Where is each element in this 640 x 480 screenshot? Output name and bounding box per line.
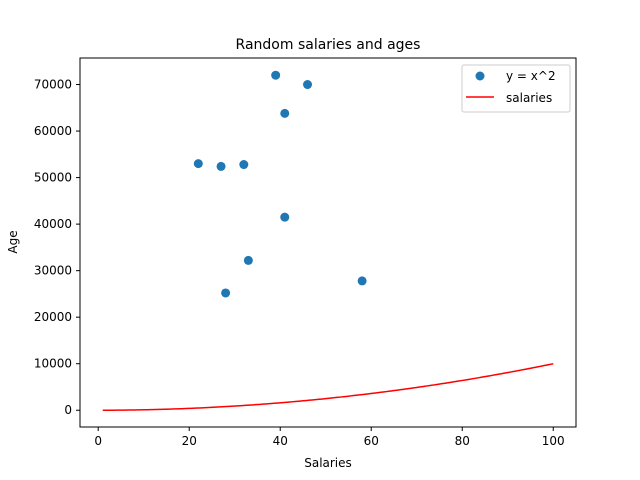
scatter-point: [216, 161, 226, 171]
scatter-point: [193, 159, 203, 169]
x-axis-ticks: 0 20 40 60 80 100: [94, 427, 565, 448]
scatter-point: [280, 108, 290, 118]
scatter-point: [271, 70, 281, 80]
x-tick-label: 60: [364, 434, 379, 448]
series-line-salaries: [102, 362, 554, 411]
x-axis-label: Salaries: [304, 456, 352, 470]
x-tick-label: 20: [182, 434, 197, 448]
y-tick-label: 10000: [34, 357, 72, 371]
scatter-point: [280, 212, 290, 222]
plot-frame: [79, 57, 577, 428]
chart-title: Random salaries and ages: [236, 37, 421, 53]
y-axis-ticks: 0 10000 20000 30000 40000 50000 60000 70000: [34, 78, 80, 417]
y-tick-label: 0: [64, 403, 72, 417]
plot-lines: [102, 362, 554, 411]
y-tick-label: 50000: [34, 171, 72, 185]
scatter-point: [243, 255, 253, 265]
scatter-point: [221, 288, 231, 298]
legend-label-line: salaries: [506, 91, 552, 105]
y-tick-label: 60000: [34, 124, 72, 138]
y-tick-label: 20000: [34, 310, 72, 324]
legend-box: [461, 64, 571, 113]
scatter-point: [239, 160, 249, 170]
legend-marker-scatter: [475, 71, 485, 81]
x-tick-label: 100: [542, 434, 565, 448]
y-axis-label: Age: [6, 230, 20, 253]
scatter-point: [303, 80, 313, 90]
legend-label-scatter: y = x^2: [506, 69, 556, 83]
plot-points: [193, 70, 367, 298]
legend: y = x^2 salaries: [461, 64, 571, 113]
y-tick-label: 30000: [34, 264, 72, 278]
y-tick-label: 70000: [34, 78, 72, 92]
x-tick-label: 40: [273, 434, 288, 448]
x-tick-label: 80: [455, 434, 470, 448]
scatter-point: [357, 276, 367, 286]
x-tick-label: 0: [94, 434, 102, 448]
y-tick-label: 40000: [34, 217, 72, 231]
